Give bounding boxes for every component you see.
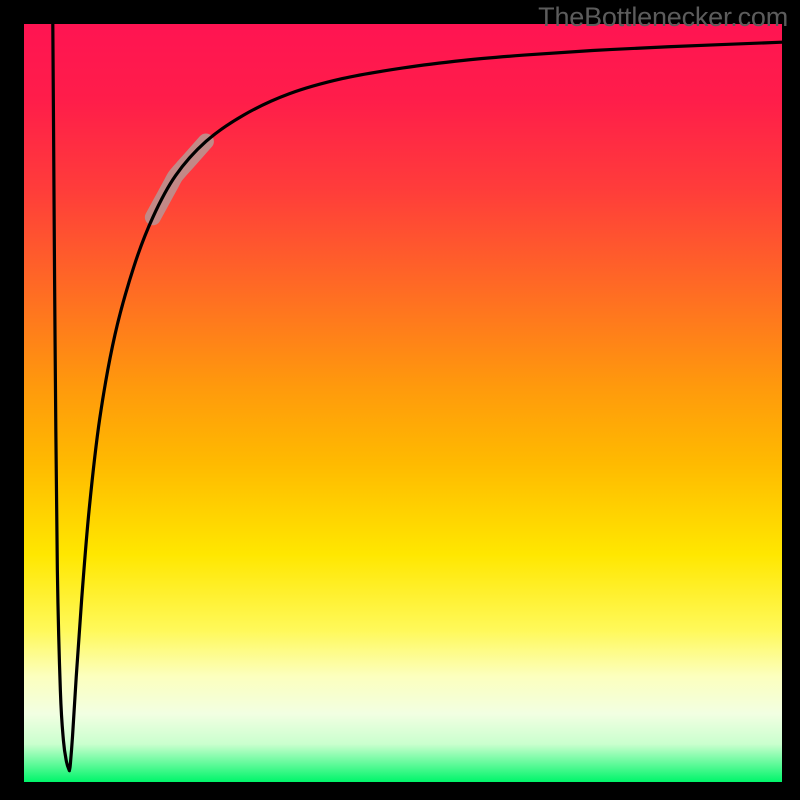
curve-marker [153,141,206,217]
curve-layer [24,24,782,782]
curve-main [53,24,782,771]
watermark-text: TheBottlenecker.com [538,2,788,33]
plot-area [24,24,782,782]
